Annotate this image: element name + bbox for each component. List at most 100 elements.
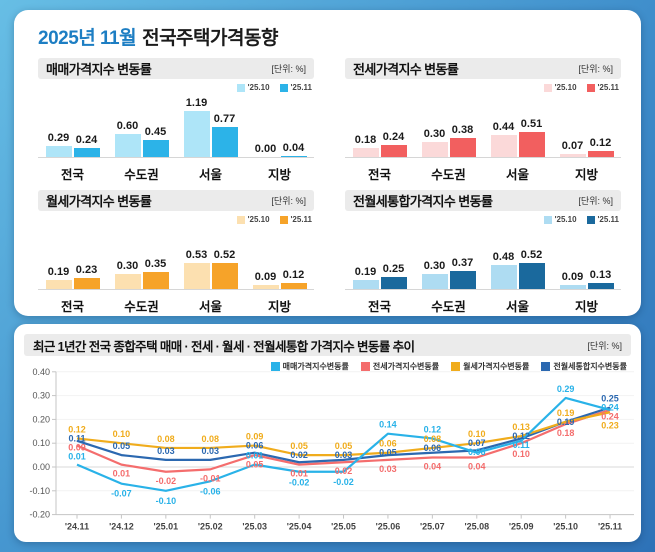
y-axis-label: -0.20 (29, 510, 50, 520)
point-value-label: 0.01 (68, 451, 86, 461)
bar (183, 262, 210, 289)
legend-label: '25.11 (290, 215, 312, 224)
category-label: 서울 (198, 300, 222, 314)
point-value-label: 0.14 (379, 420, 397, 430)
bar (252, 284, 279, 289)
point-value-label: 0.03 (379, 464, 397, 474)
bar-value-label: 0.29 (47, 131, 70, 144)
trend-line-chart: 0.40 0.30 0.20 0.10 0.00 -0.10 -0.20 '24.11 '24.… (29, 367, 634, 532)
legend-item: '25.11 (279, 83, 312, 92)
legend-swatch (236, 83, 245, 92)
point-value-label: 0.12 (424, 424, 442, 434)
point-value-label: 0.10 (468, 429, 486, 439)
bar-value-label: 0.09 (561, 270, 584, 283)
bar-chart-grid: 매매가격지수 변동률 [단위: %] '25.10'25.11 0.29 0.24 0.6… (38, 58, 621, 315)
legend-swatch (586, 83, 595, 92)
point-value-label: 0.06 (246, 441, 264, 451)
legend-label: '25.10 (247, 83, 270, 92)
bar-chart-title: 전월세통합가격지수 변동률 (353, 194, 493, 209)
bar-value-label: 0.48 (492, 251, 515, 263)
bar-chart-section-3: 월세가격지수 변동률 [단위: %] '25.10 '25.11 0.19 0.23 0.3… (38, 190, 314, 315)
bar-chart-legend: '25.10 '25.11 (345, 211, 621, 225)
bar-value-label: 0.13 (589, 268, 612, 281)
bar (280, 283, 307, 289)
y-axis-label: 0.10 (32, 438, 50, 448)
trend-line-series-3 (76, 411, 611, 457)
point-value-label: 0.05 (335, 441, 353, 451)
legend-swatch (279, 215, 288, 224)
y-axis-label: 0.40 (32, 367, 50, 377)
bar (449, 138, 476, 157)
x-axis-label: '25.05 (331, 522, 356, 532)
bar (587, 151, 614, 157)
legend-label: 전월세통합지수변동률 (553, 362, 627, 371)
legend-label: '25.10 (554, 83, 577, 92)
legend-item: '25.11 (586, 215, 619, 224)
category-label: 서울 (505, 300, 529, 314)
category-label: 수도권 (431, 300, 466, 314)
category-label: 전국 (367, 168, 391, 182)
bar-value-label: 0.44 (492, 121, 515, 133)
bar-value-label: 0.23 (75, 263, 98, 276)
bar (559, 284, 586, 289)
bar (211, 127, 238, 157)
point-value-label: 0.04 (424, 461, 442, 471)
category-label: 전국 (367, 300, 391, 314)
bar-value-label: 1.19 (185, 97, 208, 109)
legend-label: 전세가격지수변동률 (372, 362, 440, 371)
legend-swatch (586, 215, 595, 224)
legend-swatch (360, 362, 370, 371)
category-label: 서울 (505, 168, 529, 182)
legend-label: '25.10 (247, 215, 270, 224)
bar (142, 271, 169, 289)
trend-line-series-4 (76, 406, 611, 464)
bar-value-label: 0.09 (254, 270, 277, 283)
bar (380, 145, 407, 157)
x-axis-label: '25.08 (464, 522, 489, 532)
bar (421, 274, 448, 289)
bar-value-label: 0.19 (354, 265, 377, 278)
bar (587, 282, 614, 289)
point-value-label: -0.01 (200, 473, 221, 483)
point-value-label: -0.02 (156, 476, 177, 486)
bar-value-label: 0.18 (354, 134, 377, 146)
bar-chart-header: 월세가격지수 변동률 [단위: %] (38, 190, 314, 211)
point-value-label: -0.06 (200, 486, 221, 496)
unit-label: [단위: %] (578, 196, 613, 206)
bar-value-label: 0.52 (520, 249, 543, 261)
bar-value-label: 0.12 (589, 137, 612, 149)
x-axis-label: '25.03 (242, 522, 267, 532)
bar-value-label: 0.53 (185, 248, 208, 261)
point-value-label: 0.11 (68, 433, 85, 443)
x-axis-label: '25.01 (154, 522, 179, 532)
legend-label: '25.11 (290, 83, 312, 92)
point-value-label: 0.08 (157, 434, 175, 444)
point-value-label: 0.05 (246, 460, 264, 470)
point-value-label: 0.05 (113, 441, 131, 451)
bar-value-label: 0.30 (423, 128, 446, 140)
legend-item: 월세가격지수변동률 (451, 361, 529, 372)
bar (518, 131, 545, 157)
legend-swatch (543, 83, 552, 92)
legend-label: 월세가격지수변동률 (463, 362, 530, 371)
point-value-label: 0.04 (468, 461, 486, 471)
bar-chart-plot: 0.19 0.23 0.30 0.35 0.53 0.52 0.09 0.12 (38, 228, 314, 290)
trend-chart-legend: 매매가격지수변동률 전세가격지수변동률 월세가격지수변동률 전월세통합지수변동률 (270, 361, 627, 372)
bar-chart-title: 월세가격지수 변동률 (46, 194, 152, 209)
bar-chart-section-1: 매매가격지수 변동률 [단위: %] '25.10 '25.11 0.29 0.24 0.6… (38, 58, 314, 183)
bar (518, 263, 545, 289)
legend-item: 전세가격지수변동률 (360, 361, 440, 372)
point-value-label: 0.24 (601, 403, 619, 413)
bar-value-label: 0.25 (382, 262, 405, 275)
unit-label: [단위: %] (271, 64, 306, 74)
bar-chart-legend: '25.10 '25.11 (38, 79, 314, 93)
bar-chart-categories: 전국 수도권 서울 지방 (345, 296, 621, 315)
point-value-label: -0.07 (111, 489, 132, 499)
bar-value-label: 0.35 (144, 257, 167, 270)
legend-swatch (543, 215, 552, 224)
bar (490, 135, 517, 157)
trend-chart-header: 최근 1년간 전국 종합주택 매매 · 전세 · 월세 · 전월세통합 가격지수… (24, 334, 631, 356)
point-value-label: 0.24 (601, 412, 619, 422)
y-axis-label: -0.10 (29, 486, 50, 496)
